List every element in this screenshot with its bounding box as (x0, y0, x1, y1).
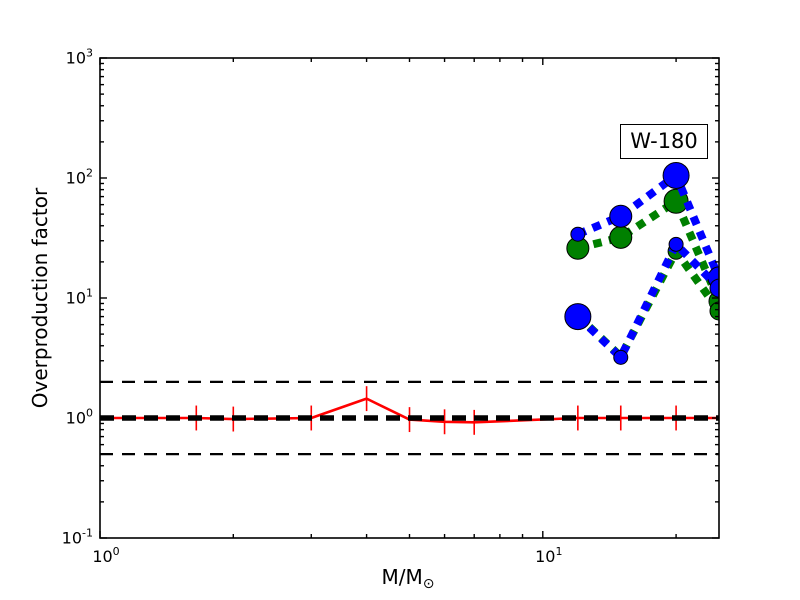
y-tick-label: 103 (66, 47, 93, 68)
data-point (613, 349, 629, 365)
data-layer (100, 161, 719, 456)
x-tick-label: 101 (535, 545, 562, 566)
data-point (609, 204, 633, 228)
x-axis-title-main: M/M (381, 565, 423, 589)
data-point (570, 226, 586, 242)
y-axis-title: Overproduction factor (28, 187, 52, 409)
data-point (662, 161, 690, 189)
y-tick-label: 102 (66, 167, 93, 188)
y-tick-label: 100 (66, 407, 93, 428)
data-point (709, 278, 719, 298)
y-tick-label: 101 (66, 287, 93, 308)
series-red-low-mass-models (100, 386, 719, 435)
series-blue-massive-lower (564, 236, 719, 365)
data-point (709, 301, 719, 321)
series-blue-massive-upper (570, 161, 719, 290)
data-point (564, 303, 592, 331)
tick-marks (99, 57, 719, 539)
data-point (668, 236, 684, 252)
data-point (609, 225, 633, 249)
isotope-label-box: W-180 (620, 124, 708, 159)
reference-lines (100, 380, 719, 456)
x-axis-title: M/M⊙ (381, 565, 435, 592)
x-tick-label: 100 (92, 545, 119, 566)
sun-symbol: ⊙ (422, 576, 435, 592)
y-tick-label: 10-1 (62, 527, 93, 548)
